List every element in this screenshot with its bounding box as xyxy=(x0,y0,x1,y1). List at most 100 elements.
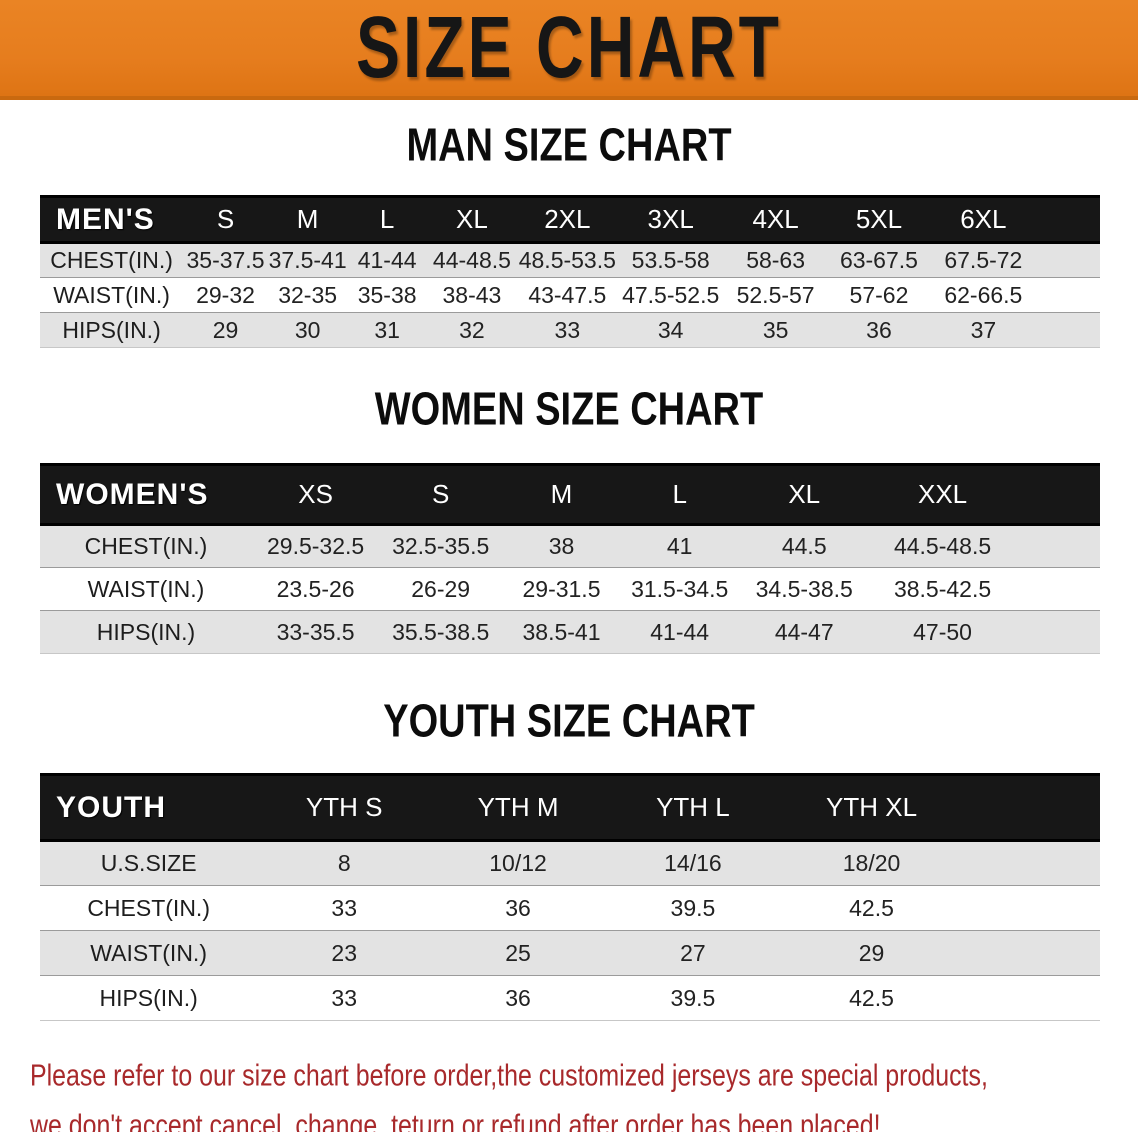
row-spacer xyxy=(962,840,1100,886)
column-header: YTH XL xyxy=(780,773,963,842)
table-row: CHEST(IN.) 35-37.5 37.5-41 41-44 44-48.5 48.5… xyxy=(40,242,1100,278)
disclaimer-text: Please refer to our size chart before or… xyxy=(30,1051,1138,1132)
table-corner-label: MEN'S xyxy=(40,195,184,244)
size-cell: 33 xyxy=(257,975,432,1021)
table-row: HIPS(IN.) 33 36 39.5 42.5 xyxy=(40,975,1100,1021)
column-header: S xyxy=(379,463,503,526)
table-row: U.S.SIZE 8 10/12 14/16 18/20 xyxy=(40,840,1100,886)
column-header: YTH M xyxy=(431,773,605,842)
column-header: L xyxy=(347,195,427,244)
table-row: WAIST(IN.) 23.5-26 26-29 29-31.5 31.5-34.5 34… xyxy=(40,567,1100,611)
women-size-section: WOMEN SIZE CHART WOMEN'S XS S M L XL XXL CHEST(… xyxy=(0,384,1138,654)
column-header: 4XL xyxy=(723,195,828,244)
row-spacer xyxy=(1015,524,1100,568)
size-cell: 35.5-38.5 xyxy=(379,610,503,654)
size-cell: 23.5-26 xyxy=(252,567,380,611)
row-spacer xyxy=(1036,277,1100,313)
women-size-table: WOMEN'S XS S M L XL XXL CHEST(IN.) 29.5-32.5 32.5… xyxy=(40,463,1100,654)
size-cell: 44-47 xyxy=(738,610,870,654)
row-label: CHEST(IN.) xyxy=(40,524,252,568)
size-cell: 37 xyxy=(930,312,1037,348)
men-size-table: MEN'S S M L XL 2XL 3XL 4XL 5XL 6XL CHEST(IN.) 35-37… xyxy=(40,195,1100,348)
column-header: 3XL xyxy=(617,195,724,244)
size-cell: 41 xyxy=(620,524,739,568)
column-header: XXL xyxy=(869,463,1016,526)
size-cell: 29-31.5 xyxy=(502,567,621,611)
women-section-heading: WOMEN SIZE CHART xyxy=(374,384,764,436)
size-cell: 35-38 xyxy=(347,277,427,313)
youth-size-section: YOUTH SIZE CHART YOUTH YTH S YTH M YTH L YTH… xyxy=(0,696,1138,1021)
column-header: XL xyxy=(426,195,517,244)
men-section-heading: MAN SIZE CHART xyxy=(406,120,732,172)
size-cell: 31.5-34.5 xyxy=(620,567,739,611)
disclaimer-line-2: we don't accept cancel, change, teturn o… xyxy=(30,1109,881,1132)
size-cell: 29 xyxy=(780,930,963,976)
size-cell: 27 xyxy=(604,930,781,976)
size-cell: 42.5 xyxy=(780,975,963,1021)
column-header: XS xyxy=(252,463,380,526)
disclaimer-line-1: Please refer to our size chart before or… xyxy=(30,1059,988,1093)
size-cell: 41-44 xyxy=(620,610,739,654)
header-row: MEN'S S M L XL 2XL 3XL 4XL 5XL 6XL xyxy=(40,195,1100,244)
column-header: M xyxy=(267,195,348,244)
size-cell: 41-44 xyxy=(347,242,427,278)
size-cell: 44-48.5 xyxy=(426,242,517,278)
men-size-section: MAN SIZE CHART MEN'S S M L XL 2XL 3XL 4XL 5XL 6XL… xyxy=(0,120,1138,348)
size-cell: 52.5-57 xyxy=(723,277,828,313)
size-cell: 47.5-52.5 xyxy=(617,277,724,313)
row-label: HIPS(IN.) xyxy=(40,312,184,348)
size-cell: 33 xyxy=(516,312,618,348)
table-row: HIPS(IN.) 33-35.5 35.5-38.5 38.5-41 41-44 44-… xyxy=(40,610,1100,654)
size-chart-banner: SIZE CHART xyxy=(0,0,1138,100)
row-spacer xyxy=(1036,242,1100,278)
header-spacer xyxy=(1036,195,1100,244)
row-spacer xyxy=(962,885,1100,931)
size-cell: 10/12 xyxy=(431,840,605,886)
size-cell: 63-67.5 xyxy=(827,242,931,278)
size-cell: 38.5-42.5 xyxy=(869,567,1016,611)
row-label: WAIST(IN.) xyxy=(40,930,258,976)
table-corner-label: WOMEN'S xyxy=(40,463,252,526)
size-cell: 44.5 xyxy=(738,524,870,568)
size-cell: 18/20 xyxy=(780,840,963,886)
table-row: WAIST(IN.) 23 25 27 29 xyxy=(40,930,1100,976)
size-cell: 34.5-38.5 xyxy=(738,567,870,611)
size-cell: 39.5 xyxy=(604,885,781,931)
size-cell: 29 xyxy=(183,312,268,348)
row-spacer xyxy=(962,930,1100,976)
size-cell: 38.5-41 xyxy=(502,610,621,654)
column-header: XL xyxy=(738,463,870,526)
column-header: YTH L xyxy=(604,773,781,842)
size-cell: 47-50 xyxy=(869,610,1016,654)
size-cell: 38-43 xyxy=(426,277,517,313)
size-cell: 29-32 xyxy=(183,277,268,313)
size-cell: 25 xyxy=(431,930,605,976)
row-spacer xyxy=(962,975,1100,1021)
size-cell: 35 xyxy=(723,312,828,348)
table-row: CHEST(IN.) 33 36 39.5 42.5 xyxy=(40,885,1100,931)
size-cell: 32-35 xyxy=(267,277,348,313)
row-spacer xyxy=(1015,567,1100,611)
table-row: HIPS(IN.) 29 30 31 32 33 34 35 36 37 xyxy=(40,312,1100,348)
size-cell: 30 xyxy=(267,312,348,348)
size-cell: 34 xyxy=(617,312,724,348)
size-cell: 58-63 xyxy=(723,242,828,278)
table-row: CHEST(IN.) 29.5-32.5 32.5-35.5 38 41 44.5 44.5… xyxy=(40,524,1100,568)
column-header: YTH S xyxy=(257,773,432,842)
row-label: WAIST(IN.) xyxy=(40,277,184,313)
size-cell: 36 xyxy=(431,975,605,1021)
size-cell: 33-35.5 xyxy=(252,610,380,654)
column-header: 5XL xyxy=(827,195,931,244)
row-label: HIPS(IN.) xyxy=(40,975,258,1021)
header-row: YOUTH YTH S YTH M YTH L YTH XL xyxy=(40,773,1100,842)
size-cell: 39.5 xyxy=(604,975,781,1021)
size-cell: 26-29 xyxy=(379,567,503,611)
column-header: S xyxy=(183,195,268,244)
size-cell: 67.5-72 xyxy=(930,242,1037,278)
size-cell: 48.5-53.5 xyxy=(516,242,618,278)
size-cell: 36 xyxy=(827,312,931,348)
size-cell: 36 xyxy=(431,885,605,931)
size-cell: 32.5-35.5 xyxy=(379,524,503,568)
table-row: WAIST(IN.) 29-32 32-35 35-38 38-43 43-47.5 47.… xyxy=(40,277,1100,313)
